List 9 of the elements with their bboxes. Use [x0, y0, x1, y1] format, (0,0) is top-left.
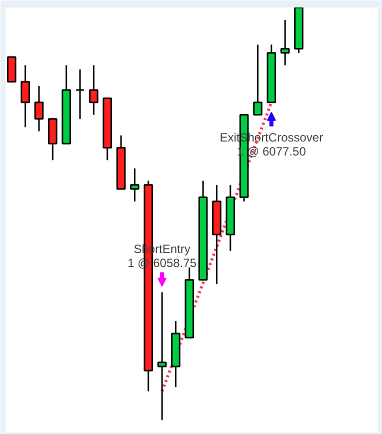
candlestick — [253, 44, 262, 116]
candlestick — [157, 291, 167, 421]
candlestick — [34, 85, 44, 132]
candlestick — [130, 168, 140, 202]
candlestick — [75, 68, 85, 120]
annotation: 1 @ 6058.75 — [128, 256, 197, 270]
candlestick — [20, 64, 30, 128]
candlestick — [89, 64, 98, 116]
candlestick — [280, 19, 290, 66]
